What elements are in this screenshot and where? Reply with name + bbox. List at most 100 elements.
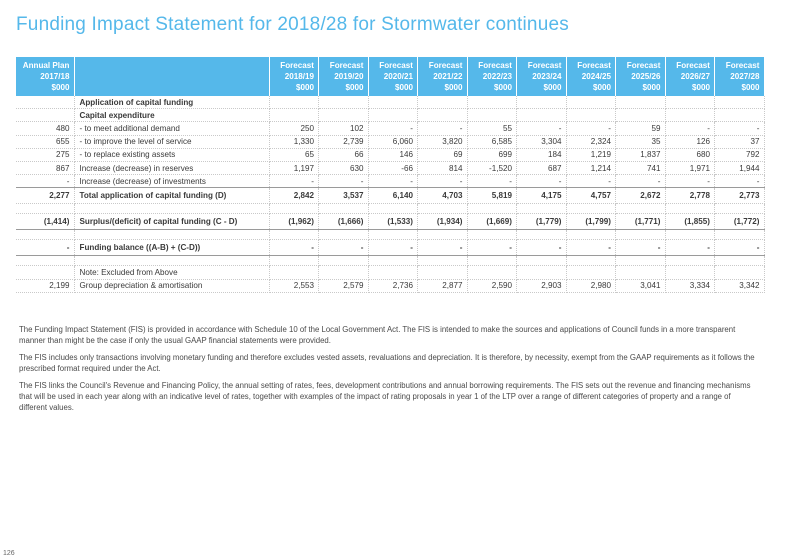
header-line: $000 (543, 83, 562, 92)
header-line: 2026/27 (680, 72, 710, 81)
forecast-cell (269, 108, 319, 123)
header-line: Forecast (379, 61, 413, 70)
header-line: Forecast (527, 61, 562, 70)
forecast-cell: 1,971 (665, 161, 715, 176)
header-line: Forecast (428, 61, 463, 70)
forecast-cell: 699 (467, 148, 517, 162)
forecast-cell (417, 108, 468, 123)
header-line: $000 (444, 83, 463, 92)
forecast-cell: - (566, 121, 616, 136)
forecast-cell: - (516, 121, 567, 136)
table-row: 2,277 Total application of capital fundin… (16, 187, 765, 205)
forecast-cell: (1,799) (566, 213, 616, 231)
forecast-cell: - (714, 239, 765, 257)
forecast-cell: 35 (615, 135, 666, 149)
forecast-cell: - (417, 174, 468, 189)
forecast-cell (368, 203, 418, 215)
forecast-cell: - (615, 174, 666, 189)
table-row: - Increase (decrease) of investments - - - - -… (16, 174, 765, 189)
header-line: 2017/18 (40, 72, 70, 81)
annual-plan-cell: (1,414) (16, 213, 75, 231)
forecast-cell: 4,175 (516, 187, 567, 205)
annual-plan-cell: - (16, 239, 75, 257)
forecast-cell: 3,041 (615, 279, 666, 293)
header-line: 2024/25 (581, 72, 611, 81)
header-line: $000 (741, 83, 760, 92)
forecast-cell (467, 96, 517, 110)
forecast-cell: - (467, 174, 517, 189)
forecast-cell: 69 (417, 148, 468, 162)
forecast-cell: 102 (318, 121, 369, 136)
header-forecast-10: Forecast 2027/28 $000 (714, 57, 765, 96)
header-forecast-6: Forecast 2023/24 $000 (516, 57, 567, 96)
forecast-cell: 37 (714, 135, 765, 149)
header-line: 2018/19 (284, 72, 314, 81)
forecast-cell: 814 (417, 161, 468, 176)
forecast-cell (566, 108, 616, 123)
table-row: 2,199 Group depreciation & amortisation 2,… (16, 279, 765, 293)
table-body: Application of capital funding Capital ex… (16, 96, 765, 293)
header-label-blank (74, 57, 270, 96)
annual-plan-cell (16, 108, 75, 123)
forecast-cell: 680 (665, 148, 715, 162)
header-line: Forecast (577, 61, 611, 70)
forecast-cell: 3,537 (318, 187, 369, 205)
note-paragraph: The FIS includes only transactions invol… (19, 353, 755, 373)
forecast-cell (417, 229, 468, 241)
forecast-cell: 2,773 (714, 187, 765, 205)
forecast-cell: 2,778 (665, 187, 715, 205)
annual-plan-cell (16, 229, 75, 241)
forecast-cell (368, 96, 418, 110)
forecast-cell: - (714, 174, 765, 189)
header-line: 2021/22 (433, 72, 463, 81)
forecast-cell: 2,877 (417, 279, 468, 293)
forecast-cell: - (318, 239, 369, 257)
forecast-cell (615, 255, 666, 267)
forecast-cell (714, 255, 765, 267)
forecast-cell: (1,669) (467, 213, 517, 231)
forecast-cell: (1,771) (615, 213, 666, 231)
forecast-cell: 59 (615, 121, 666, 136)
table-row: Capital expenditure (16, 108, 765, 123)
forecast-cell (467, 265, 517, 280)
forecast-cell (269, 265, 319, 280)
notes-section: The Funding Impact Statement (FIS) is pr… (19, 324, 759, 419)
forecast-cell: -1,520 (467, 161, 517, 176)
forecast-cell: - (665, 121, 715, 136)
forecast-cell (714, 108, 765, 123)
header-line: Forecast (626, 61, 661, 70)
forecast-cell: 6,060 (368, 135, 418, 149)
annual-plan-cell: 2,199 (16, 279, 75, 293)
forecast-cell: 66 (318, 148, 369, 162)
forecast-cell: 126 (665, 135, 715, 149)
forecast-cell (516, 265, 567, 280)
forecast-cell: 2,736 (368, 279, 418, 293)
row-label: Capital expenditure (74, 108, 270, 123)
row-label: Funding balance ((A-B) + (C-D)) (74, 239, 270, 257)
forecast-cell: 1,219 (566, 148, 616, 162)
forecast-cell (368, 108, 418, 123)
row-label: Note: Excluded from Above (74, 265, 270, 280)
header-line: 2020/21 (383, 72, 413, 81)
forecast-cell: 4,703 (417, 187, 468, 205)
forecast-cell: 3,820 (417, 135, 468, 149)
forecast-cell: - (566, 239, 616, 257)
forecast-cell: 65 (269, 148, 319, 162)
table-row: Note: Excluded from Above (16, 265, 765, 280)
forecast-cell: - (516, 174, 567, 189)
forecast-cell: 4,757 (566, 187, 616, 205)
forecast-cell (566, 203, 616, 215)
table-row (16, 229, 765, 241)
forecast-cell: 1,214 (566, 161, 616, 176)
header-line: Forecast (676, 61, 710, 70)
header-line: 2019/20 (334, 72, 364, 81)
forecast-cell: 184 (516, 148, 567, 162)
forecast-cell (615, 203, 666, 215)
forecast-cell (269, 255, 319, 267)
annual-plan-cell (16, 255, 75, 267)
forecast-cell: 687 (516, 161, 567, 176)
forecast-cell (516, 229, 567, 241)
forecast-cell: (1,533) (368, 213, 418, 231)
forecast-cell: 1,330 (269, 135, 319, 149)
forecast-cell (417, 265, 468, 280)
